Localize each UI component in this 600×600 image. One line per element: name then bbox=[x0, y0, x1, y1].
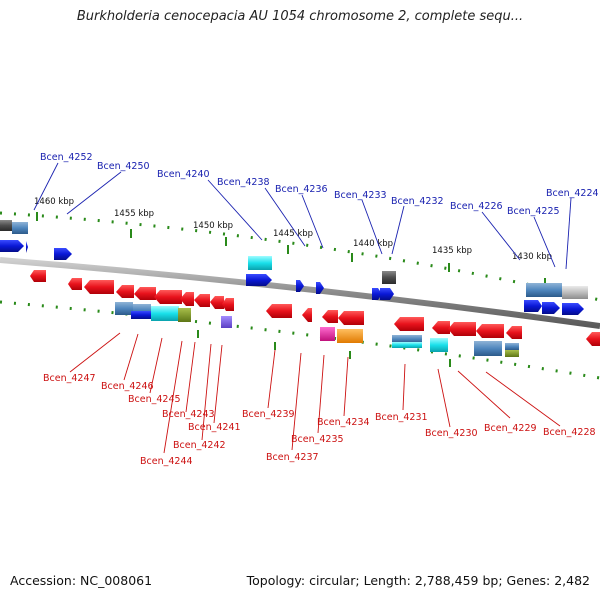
gene-label-bottom: Bcen_4228 bbox=[543, 427, 596, 438]
gene-label-top: Bcen_4224 bbox=[546, 188, 599, 199]
gene-box-steel bbox=[526, 283, 562, 297]
reverse-strand-genes bbox=[30, 270, 600, 357]
gene-label-bottom: Bcen_4234 bbox=[317, 417, 370, 428]
gene-box-gray bbox=[0, 220, 12, 231]
gene-box-steel bbox=[12, 222, 28, 234]
gene-label-top: Bcen_4240 bbox=[157, 169, 210, 180]
outer-major-ticks bbox=[36, 212, 546, 287]
forward-strand-genes bbox=[0, 220, 588, 315]
gene-arrow-blue bbox=[246, 274, 272, 286]
scale-label: 1455 kbp bbox=[114, 209, 154, 219]
gene-label-bottom: Bcen_4230 bbox=[425, 428, 478, 439]
gene-label-bottom: Bcen_4231 bbox=[375, 412, 428, 423]
gene-box-cyan bbox=[430, 338, 448, 352]
gene-label-top: Bcen_4233 bbox=[334, 190, 387, 201]
gene-arrow-red bbox=[154, 290, 182, 304]
gene-arrow-red bbox=[116, 285, 134, 298]
gene-arrow-blue bbox=[54, 248, 72, 260]
gene-label-top: Bcen_4236 bbox=[275, 184, 328, 195]
gene-label-top: Bcen_4225 bbox=[507, 206, 560, 217]
gene-box-orange bbox=[337, 329, 363, 343]
outer-ruler-arc bbox=[0, 211, 600, 302]
gene-arrow-blue bbox=[562, 303, 584, 315]
gene-arrow-blue bbox=[296, 280, 304, 292]
gene-arrow-red bbox=[134, 287, 156, 300]
gene-arrow-red bbox=[476, 324, 504, 338]
gene-arrow-red bbox=[506, 326, 522, 339]
genome-summary: Topology: circular; Length: 2,788,459 bp… bbox=[246, 573, 590, 588]
bottom-leader-lines bbox=[69, 332, 561, 454]
scale-label: 1435 kbp bbox=[432, 246, 472, 256]
gene-box-purple bbox=[221, 316, 232, 328]
gene-label-top: Bcen_4250 bbox=[97, 161, 150, 172]
gene-arrow-blue bbox=[524, 300, 542, 312]
scale-label: 1460 kbp bbox=[34, 197, 74, 207]
gene-box-steel bbox=[505, 343, 519, 350]
gene-label-top: Bcen_4226 bbox=[450, 201, 503, 212]
gene-label-bottom: Bcen_4242 bbox=[173, 440, 226, 451]
scale-label: 1445 kbp bbox=[273, 229, 313, 239]
gene-box-olive bbox=[178, 308, 191, 322]
gene-box-cyan bbox=[392, 342, 422, 348]
gene-arrow-red bbox=[338, 311, 364, 325]
gene-arrow-red bbox=[586, 332, 600, 346]
accession-label: Accession: NC_008061 bbox=[10, 573, 153, 588]
gene-arrow-red bbox=[222, 298, 234, 311]
gene-label-bottom: Bcen_4239 bbox=[242, 409, 295, 420]
gene-arrow-red bbox=[432, 321, 450, 334]
gene-label-bottom: Bcen_4245 bbox=[128, 394, 181, 405]
page-title: Burkholderia cenocepacia AU 1054 chromos… bbox=[76, 9, 524, 24]
gene-box-blue bbox=[131, 311, 151, 319]
gene-label-bottom: Bcen_4247 bbox=[43, 373, 96, 384]
gene-arrow-red bbox=[266, 304, 292, 318]
gene-arrow-blue bbox=[316, 282, 324, 294]
gene-box-steel bbox=[474, 341, 502, 356]
gene-box-steel bbox=[392, 335, 422, 343]
gene-label-bottom: Bcen_4243 bbox=[162, 409, 215, 420]
gene-label-bottom: Bcen_4229 bbox=[484, 423, 537, 434]
gene-arrow-blue bbox=[372, 288, 382, 300]
gene-arrow-red bbox=[30, 270, 46, 282]
gene-box-olive bbox=[505, 350, 519, 357]
gene-label-bottom: Bcen_4244 bbox=[140, 456, 193, 467]
gene-box-cyan bbox=[248, 256, 272, 270]
gene-arrow-red bbox=[448, 322, 476, 336]
gene-arrow-red bbox=[322, 310, 338, 323]
gene-box-lightgray bbox=[562, 286, 588, 299]
gene-arrow-red bbox=[180, 292, 194, 306]
inner-major-ticks bbox=[197, 330, 451, 367]
top-leader-lines bbox=[33, 162, 572, 270]
gene-box-steel bbox=[115, 302, 133, 315]
gene-box-magenta bbox=[320, 327, 335, 341]
gene-label-top: Bcen_4252 bbox=[40, 152, 93, 163]
gene-arrow-blue bbox=[380, 288, 394, 300]
gene-label-bottom: Bcen_4235 bbox=[291, 434, 344, 445]
gene-label-top: Bcen_4232 bbox=[391, 196, 444, 207]
gene-label-bottom: Bcen_4241 bbox=[188, 422, 241, 433]
gene-arrow-red bbox=[394, 317, 424, 331]
gene-label-top: Bcen_4238 bbox=[217, 177, 270, 188]
gene-arrow-red bbox=[68, 278, 82, 290]
gene-arrow-blue bbox=[0, 240, 24, 252]
gene-box-cyan bbox=[151, 306, 179, 321]
gene-arrow-red bbox=[84, 280, 114, 294]
inner-ruler-arc bbox=[0, 300, 600, 380]
gene-arrow-blue bbox=[26, 241, 28, 253]
gene-box-gray bbox=[382, 271, 396, 284]
gene-arrow-blue bbox=[542, 302, 560, 314]
gene-arrow-red bbox=[210, 296, 224, 309]
gene-arrow-red bbox=[194, 294, 210, 307]
gene-arrow-red bbox=[302, 308, 312, 322]
gene-label-bottom: Bcen_4246 bbox=[101, 381, 154, 392]
scale-label: 1430 kbp bbox=[512, 252, 552, 262]
scale-label: 1440 kbp bbox=[353, 239, 393, 249]
scale-label: 1450 kbp bbox=[193, 221, 233, 231]
gene-label-bottom: Bcen_4237 bbox=[266, 452, 319, 463]
